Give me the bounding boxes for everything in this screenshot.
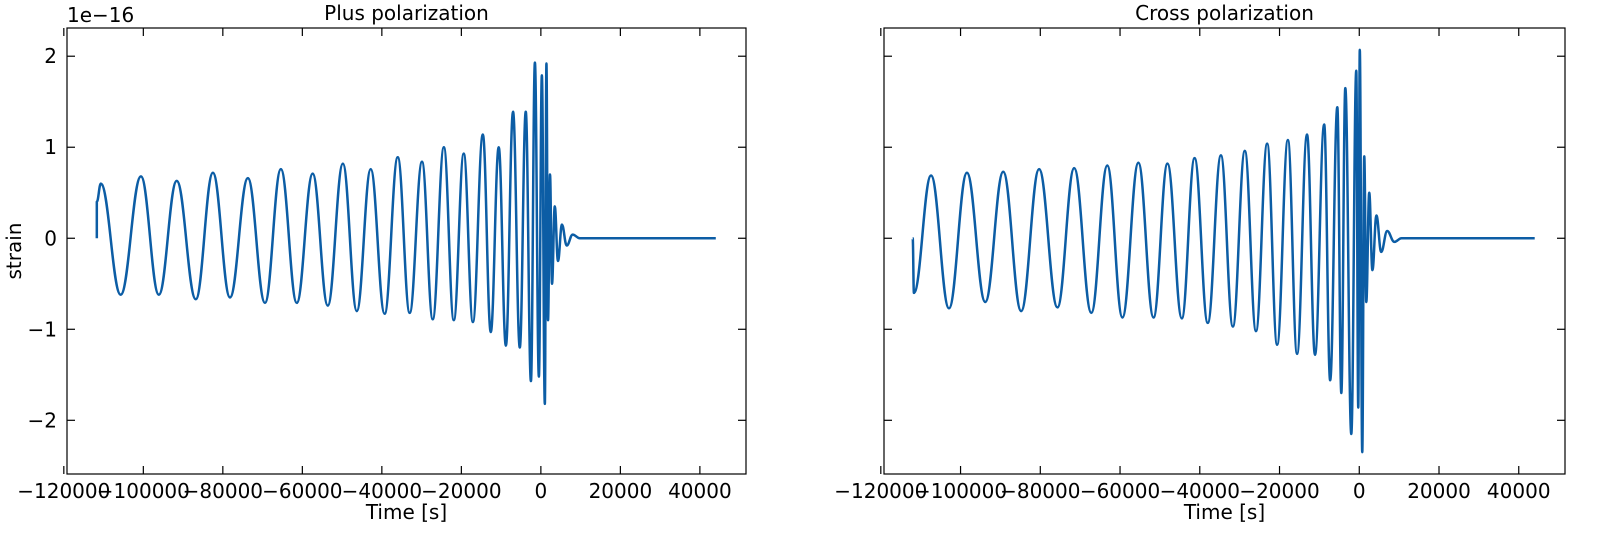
x-axis-label: Time [s]: [1183, 500, 1265, 524]
y-tick-label: −2: [28, 408, 57, 432]
y-axis-label: strain: [2, 223, 26, 280]
x-tick-label: 40000: [668, 479, 732, 503]
y-tick-label: 1: [44, 135, 57, 159]
panel-title: Cross polarization: [1135, 1, 1314, 25]
x-tick-label: 20000: [589, 479, 653, 503]
x-tick-label: −60000: [1080, 479, 1160, 503]
y-tick-label: −1: [28, 317, 57, 341]
x-tick-label: 0: [1353, 479, 1366, 503]
x-tick-label: −100000: [97, 479, 190, 503]
x-tick-label: −100000: [914, 479, 1007, 503]
x-tick-label: −60000: [262, 479, 342, 503]
x-tick-label: −120000: [834, 479, 927, 503]
x-tick-label: −20000: [421, 479, 501, 503]
x-tick-label: −80000: [183, 479, 263, 503]
y-offset-label: 1e−16: [67, 3, 134, 27]
x-tick-label: 40000: [1487, 479, 1551, 503]
x-tick-label: 20000: [1407, 479, 1471, 503]
waveform: [95, 61, 716, 406]
x-tick-label: −120000: [17, 479, 110, 503]
y-tick-label: 2: [44, 44, 57, 68]
waveform: [911, 48, 1535, 454]
x-tick-label: −80000: [1000, 479, 1080, 503]
x-tick-label: −40000: [342, 479, 422, 503]
x-axis-label: Time [s]: [365, 500, 447, 524]
plot-frame: [883, 27, 1566, 475]
x-tick-label: −40000: [1160, 479, 1240, 503]
y-tick-label: 0: [44, 226, 57, 250]
panel-title: Plus polarization: [324, 1, 489, 25]
plot-frame: [66, 27, 747, 475]
x-tick-label: −20000: [1239, 479, 1319, 503]
x-tick-label: 0: [535, 479, 548, 503]
